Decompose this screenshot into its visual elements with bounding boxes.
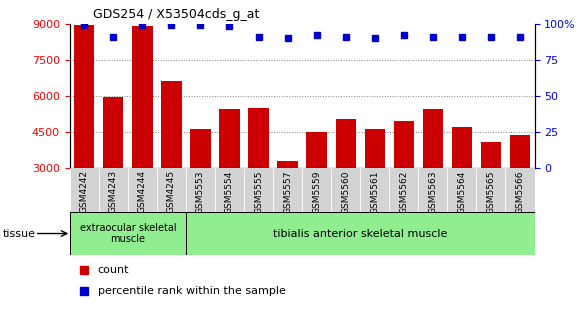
Text: GSM5562: GSM5562 xyxy=(399,170,408,214)
Text: GSM5563: GSM5563 xyxy=(428,170,437,214)
Text: GSM4245: GSM4245 xyxy=(167,170,176,213)
Bar xyxy=(70,168,99,212)
Bar xyxy=(273,168,302,212)
Bar xyxy=(365,129,385,240)
Text: percentile rank within the sample: percentile rank within the sample xyxy=(98,287,285,296)
Text: GSM4244: GSM4244 xyxy=(138,170,147,213)
Text: GSM5565: GSM5565 xyxy=(486,170,496,214)
Bar xyxy=(157,168,186,212)
Bar xyxy=(336,119,356,240)
Bar xyxy=(447,168,476,212)
Bar xyxy=(331,168,360,212)
Bar xyxy=(307,132,327,240)
Bar xyxy=(99,168,128,212)
Text: tibialis anterior skeletal muscle: tibialis anterior skeletal muscle xyxy=(273,228,447,239)
Text: extraocular skeletal
muscle: extraocular skeletal muscle xyxy=(80,223,176,244)
Text: GDS254 / X53504cds_g_at: GDS254 / X53504cds_g_at xyxy=(93,8,259,21)
Text: GSM4242: GSM4242 xyxy=(80,170,89,213)
Text: GSM4243: GSM4243 xyxy=(109,170,118,213)
Text: GSM5555: GSM5555 xyxy=(254,170,263,214)
Bar xyxy=(249,108,268,240)
Text: GSM5553: GSM5553 xyxy=(196,170,205,214)
Bar xyxy=(186,168,215,212)
Bar xyxy=(505,168,535,212)
Text: GSM5560: GSM5560 xyxy=(341,170,350,214)
Bar xyxy=(302,168,331,212)
Bar xyxy=(481,141,501,240)
Bar xyxy=(394,121,414,240)
Bar xyxy=(70,212,186,255)
Bar xyxy=(103,97,124,240)
Bar xyxy=(190,129,210,240)
Bar xyxy=(186,212,535,255)
Bar xyxy=(132,26,152,240)
Text: GSM5566: GSM5566 xyxy=(515,170,525,214)
Bar xyxy=(510,135,530,240)
Text: GSM5554: GSM5554 xyxy=(225,170,234,214)
Text: tissue: tissue xyxy=(3,228,36,239)
Bar xyxy=(128,168,157,212)
Bar xyxy=(389,168,418,212)
Text: GSM5559: GSM5559 xyxy=(312,170,321,214)
Text: GSM5557: GSM5557 xyxy=(283,170,292,214)
Bar xyxy=(74,25,94,240)
Bar xyxy=(220,109,240,240)
Bar xyxy=(476,168,505,212)
Bar xyxy=(278,161,297,240)
Bar xyxy=(244,168,273,212)
Bar xyxy=(423,109,443,240)
Text: count: count xyxy=(98,265,129,275)
Bar xyxy=(418,168,447,212)
Text: GSM5564: GSM5564 xyxy=(457,170,467,214)
Text: GSM5561: GSM5561 xyxy=(370,170,379,214)
Bar xyxy=(452,127,472,240)
Bar xyxy=(360,168,389,212)
Bar xyxy=(215,168,244,212)
Bar xyxy=(161,81,181,240)
